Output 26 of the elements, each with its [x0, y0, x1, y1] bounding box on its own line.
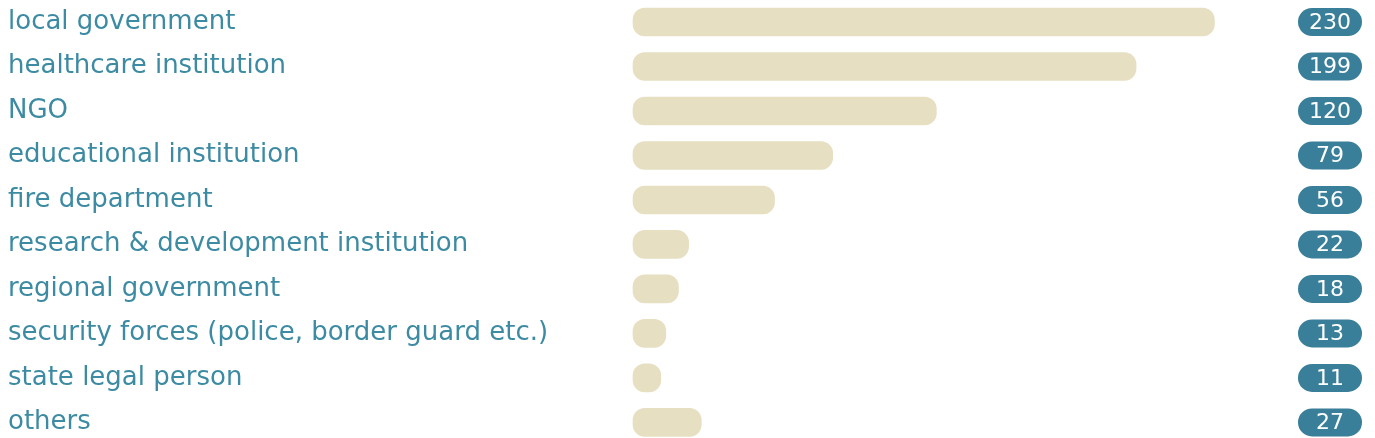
y-tick-label: healthcare institution: [8, 49, 287, 80]
bar: [632, 185, 775, 215]
bar: [632, 52, 1137, 81]
y-tick-label: regional government: [8, 271, 281, 302]
y-tick-label: security forces (police, border guard etc.): [8, 316, 549, 347]
y-tick-label: local government: [8, 4, 236, 35]
data-label: 22: [1316, 231, 1344, 257]
bar: [632, 96, 937, 126]
bar: [632, 7, 1215, 37]
y-tick-label: state legal person: [8, 360, 243, 391]
data-label: 230: [1309, 8, 1351, 34]
y-tick-label: others: [8, 405, 91, 436]
bar: [632, 141, 834, 170]
data-label: 13: [1316, 320, 1344, 346]
y-tick-label: fire department: [8, 182, 213, 213]
data-label: 79: [1316, 142, 1344, 168]
y-tick-label: NGO: [8, 93, 69, 124]
y-tick-label: educational institution: [8, 138, 300, 169]
data-label: 120: [1309, 97, 1351, 123]
y-tick-label: research & development institution: [8, 227, 469, 258]
data-label: 56: [1316, 186, 1344, 212]
data-label: 11: [1316, 364, 1344, 390]
data-label: 18: [1316, 275, 1344, 301]
data-label: 27: [1316, 409, 1344, 435]
bar: [632, 408, 702, 437]
data-label: 199: [1309, 53, 1351, 79]
